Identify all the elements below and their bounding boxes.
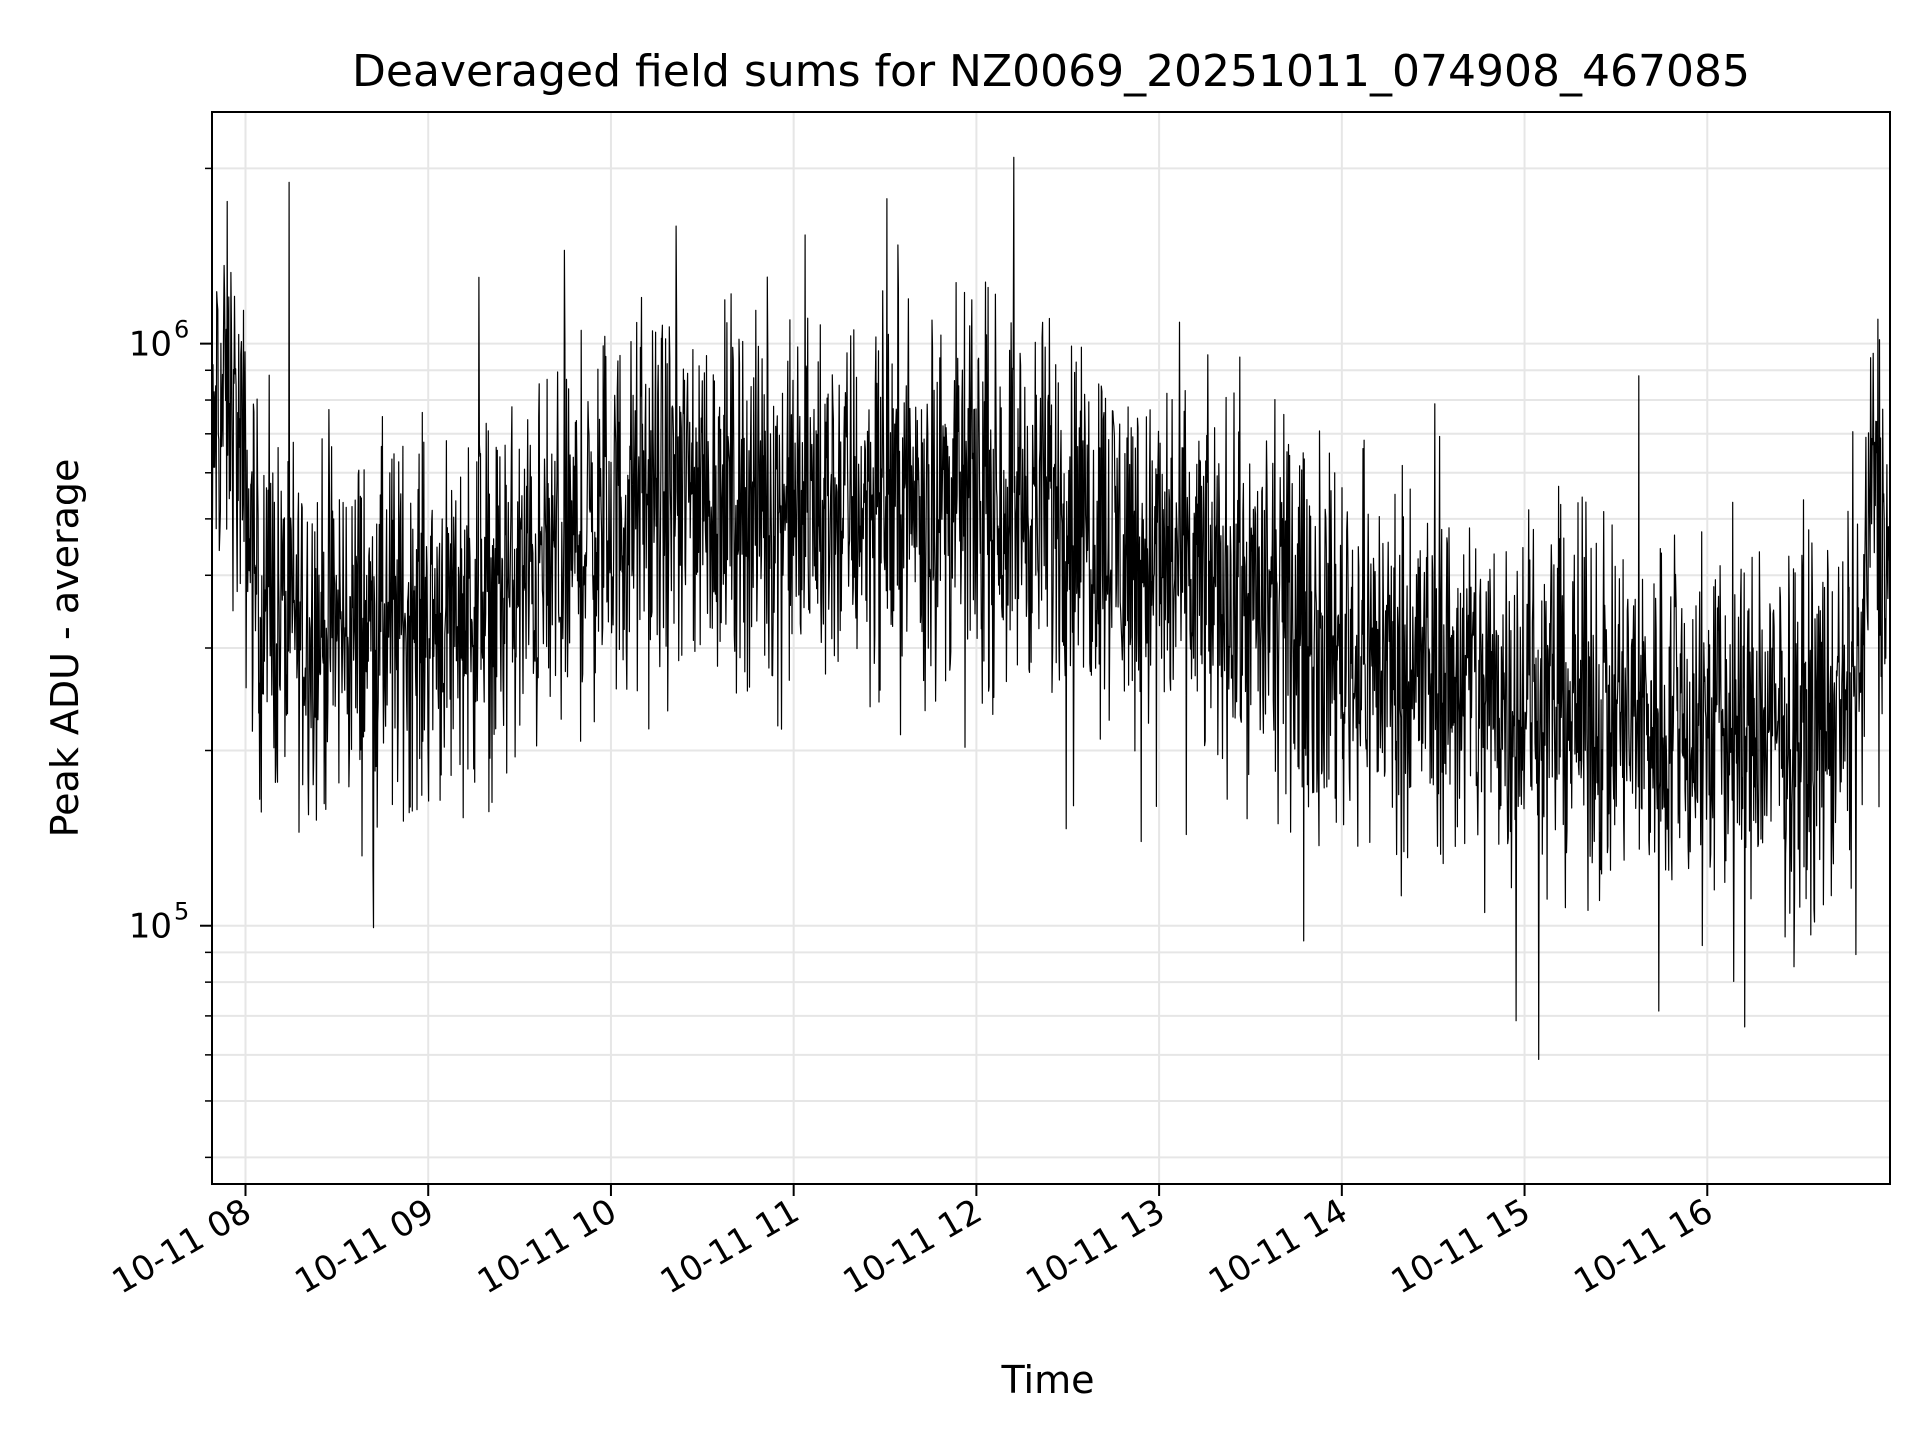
y-tick-exponent: 6	[174, 316, 189, 344]
x-tick-label: 10-11 12	[836, 1191, 988, 1302]
x-tick-label: 10-11 08	[106, 1191, 258, 1302]
x-tick-label: 10-11 10	[471, 1191, 623, 1302]
x-tick-label: 10-11 11	[654, 1191, 806, 1302]
y-tick-exponent: 5	[174, 898, 189, 926]
x-tick-label: 10-11 16	[1567, 1191, 1719, 1302]
x-tick-label: 10-11 14	[1202, 1191, 1354, 1302]
x-tick-label: 10-11 09	[288, 1191, 440, 1302]
y-tick-label: 10	[129, 907, 172, 947]
data-series	[211, 156, 1891, 1060]
grid-lines	[212, 112, 1890, 1184]
x-tick-label: 10-11 15	[1385, 1191, 1537, 1302]
y-tick-label: 10	[129, 325, 172, 365]
x-tick-label: 10-11 13	[1019, 1191, 1171, 1302]
y-tick-base: 10	[129, 907, 172, 947]
y-tick-base: 10	[129, 325, 172, 365]
x-axis-label: Time	[1001, 1358, 1095, 1402]
chart-title: Deaveraged field sums for NZ0069_2025101…	[352, 46, 1750, 97]
series-line	[211, 156, 1891, 1060]
x-axis: 10-11 08 10-11 09 10-11 10 10-11 11 10-11 12…	[106, 1184, 1720, 1302]
y-axis-label: Peak ADU - average	[43, 459, 87, 838]
